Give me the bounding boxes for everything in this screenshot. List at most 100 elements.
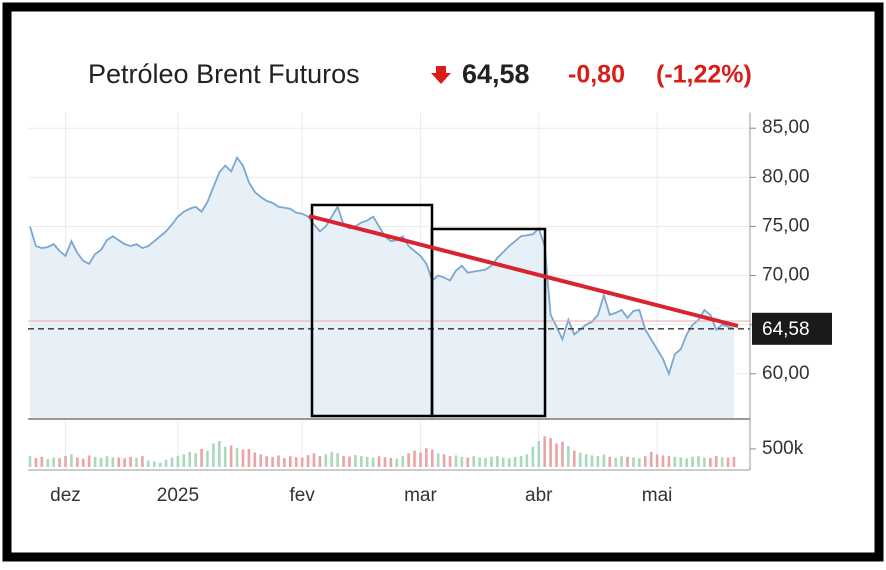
volume-bar xyxy=(543,436,546,467)
volume-bar xyxy=(371,457,375,467)
x-tick-label: mar xyxy=(404,485,437,506)
volume-bar xyxy=(472,456,475,467)
volume-bar xyxy=(111,457,115,467)
volume-bar xyxy=(152,461,156,467)
volume-bar xyxy=(58,458,61,467)
area xyxy=(30,157,734,418)
price-change-pct: (-1,22%) xyxy=(656,61,752,89)
volume-bar xyxy=(501,457,505,467)
volume-bar xyxy=(271,456,274,467)
volume-bar xyxy=(419,452,422,467)
volume-bar xyxy=(377,456,381,467)
chart-title: Petróleo Brent Futuros xyxy=(88,59,360,89)
volume-bar xyxy=(312,453,316,467)
volume-bar xyxy=(105,456,109,467)
volume-bar xyxy=(413,450,416,467)
volume-bar xyxy=(365,456,369,467)
volume-bar xyxy=(590,455,594,467)
volume-bar xyxy=(87,455,91,467)
annotations xyxy=(308,203,739,418)
volume-bar xyxy=(484,457,487,467)
last-price-axis-label: 64,58 xyxy=(762,319,810,340)
volume-bar xyxy=(354,455,357,467)
volume-bar xyxy=(442,454,446,467)
volume-bar xyxy=(164,459,168,467)
volume-bar xyxy=(40,456,44,467)
volume-bar xyxy=(294,457,298,467)
volume-bar xyxy=(170,457,174,467)
x-tick-label: mai xyxy=(642,485,673,506)
last-price-box xyxy=(752,312,832,345)
volume-bar xyxy=(34,457,38,467)
volume-bar xyxy=(64,456,67,467)
volume-bar xyxy=(490,456,493,467)
volume-bar xyxy=(76,457,79,467)
x-tick-label: 2025 xyxy=(157,485,199,506)
x-tick-label: abr xyxy=(525,485,553,506)
volume-bar xyxy=(194,453,197,467)
volume-bar xyxy=(507,458,511,467)
volume-bar xyxy=(117,457,121,467)
volume-bar xyxy=(584,454,588,467)
volume-bar xyxy=(300,457,304,467)
volume-bar xyxy=(318,456,322,467)
volume-bar xyxy=(330,451,334,467)
volume-bar xyxy=(685,458,688,467)
x-tick-label: fev xyxy=(289,485,315,506)
volume-bar xyxy=(247,448,251,467)
volume-bar xyxy=(425,448,428,467)
volume-bar xyxy=(626,456,629,467)
plot: 60,0065,0070,0075,0080,0085,00dez2025fev… xyxy=(28,112,832,506)
volume-bar xyxy=(135,457,138,467)
y-tick-label: 80,00 xyxy=(762,166,810,187)
volume-bar xyxy=(578,452,582,467)
volume-bar xyxy=(602,454,606,467)
volume-bar xyxy=(714,456,718,467)
volume-bar xyxy=(620,456,623,467)
volume-bar xyxy=(324,454,328,467)
volume-bar xyxy=(342,455,345,467)
volume-bar xyxy=(572,450,576,467)
volume-bar xyxy=(99,457,103,467)
volume-bar xyxy=(496,456,499,467)
volume-bar xyxy=(70,454,73,467)
volume-bar xyxy=(460,456,464,467)
volume-bar xyxy=(732,456,736,467)
volume-bar xyxy=(223,446,227,467)
volume-bar xyxy=(206,450,209,467)
volume-bar xyxy=(383,457,387,467)
y-tick-label: 85,00 xyxy=(762,117,810,138)
price-line xyxy=(29,155,735,377)
volume-bar xyxy=(253,452,257,467)
volume-bar xyxy=(229,445,233,467)
volume-bar xyxy=(673,456,677,467)
volume-bar xyxy=(241,449,245,467)
volume-bar xyxy=(93,456,97,467)
down-arrow xyxy=(431,66,451,84)
volume-bar xyxy=(46,459,50,467)
price-change: -0,80 xyxy=(568,61,625,89)
volume-bar xyxy=(519,456,523,467)
volume-bar xyxy=(478,457,481,467)
volume-bar xyxy=(259,454,263,467)
volume-bar xyxy=(667,456,671,467)
volume-bar xyxy=(555,443,558,467)
trend-line xyxy=(308,214,739,328)
volume-bar xyxy=(188,451,192,467)
volume-bar xyxy=(454,455,458,467)
annotation-box xyxy=(430,227,547,418)
volume-bar xyxy=(336,453,339,467)
volume-bar xyxy=(218,440,221,467)
volume-bar xyxy=(525,454,529,467)
volume-bar xyxy=(407,453,410,467)
volume-bar xyxy=(359,456,363,467)
x-tick-label: dez xyxy=(50,485,81,506)
volume-bar xyxy=(28,456,32,467)
volume-bar xyxy=(726,457,730,467)
volume-bar xyxy=(81,458,85,467)
volume-bar xyxy=(212,443,215,467)
volume-bar xyxy=(614,457,617,467)
last-price: 64,58 xyxy=(462,59,530,89)
